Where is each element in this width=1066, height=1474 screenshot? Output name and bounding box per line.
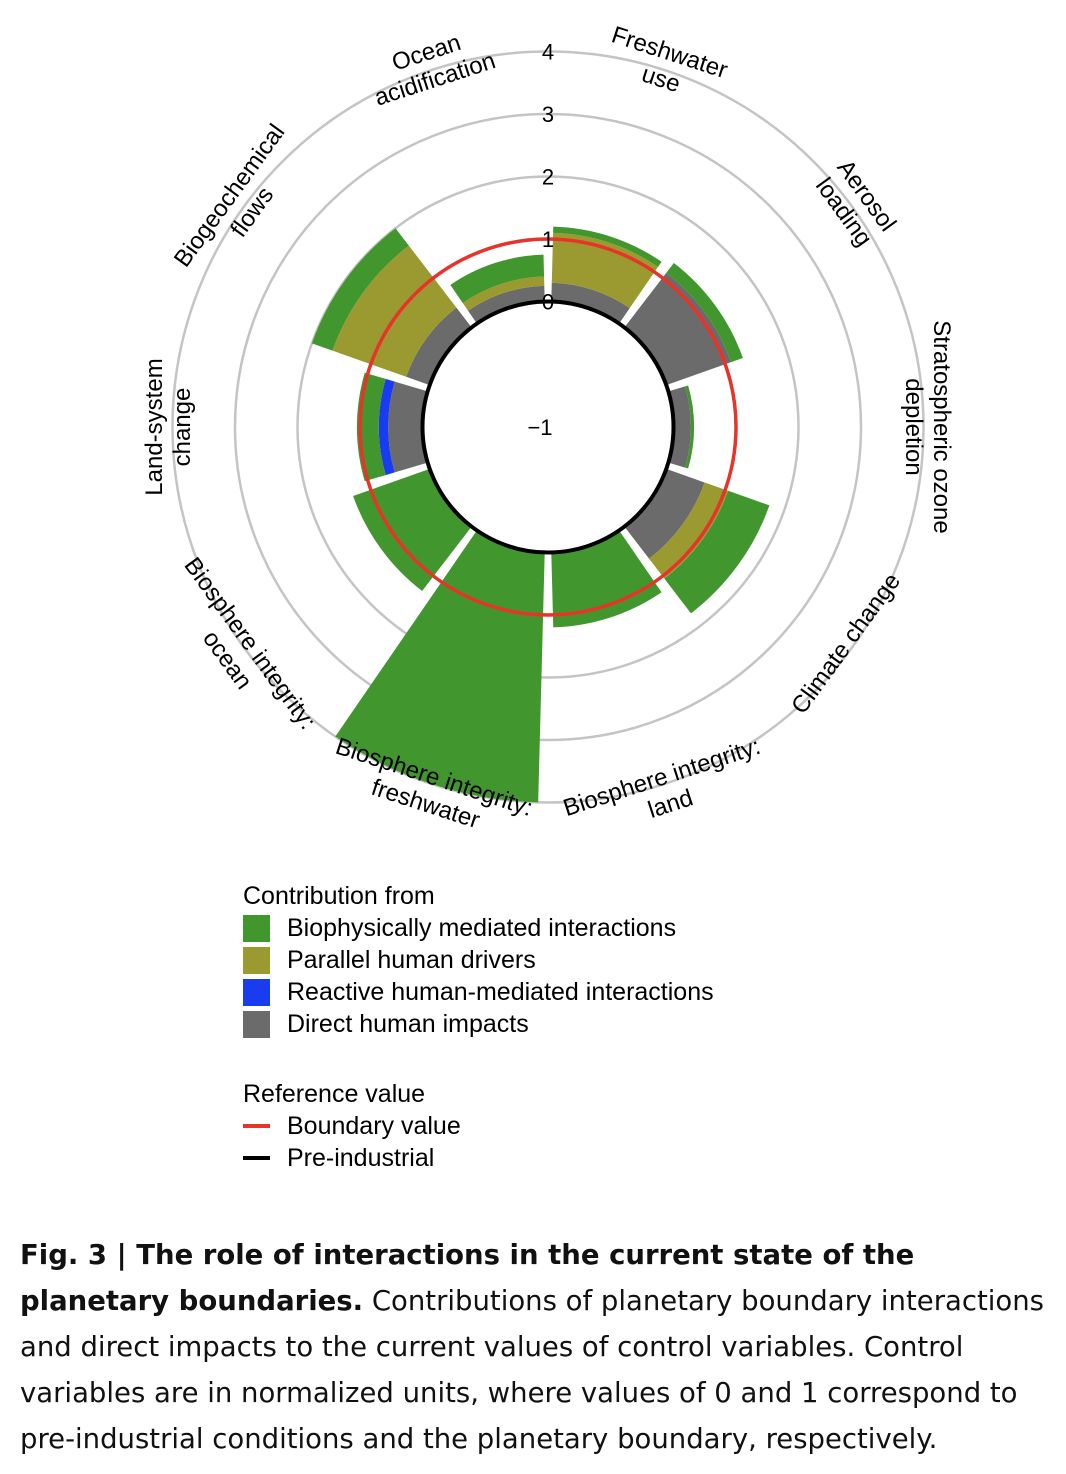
bar-segment — [335, 530, 545, 803]
bar-segment — [624, 468, 705, 559]
legend-label: Biophysically mediated interactions — [287, 914, 677, 942]
grid-ring — [171, 50, 925, 804]
reference-legend: Reference value Boundary value Pre-indust… — [243, 1078, 461, 1174]
legend-line-swatch — [243, 1156, 270, 1160]
category-label-line: change — [169, 388, 196, 467]
bar-segment — [668, 386, 691, 468]
legend-item: Pre-industrial — [243, 1142, 461, 1174]
bar-segment — [388, 381, 428, 473]
legend-item: Biophysically mediated interactions — [243, 912, 714, 944]
bar-segment — [553, 226, 662, 267]
legend-label: Boundary value — [287, 1112, 461, 1140]
legend-swatch — [243, 946, 270, 974]
radial-tick-labels: −1 0 1 2 3 4 — [527, 40, 554, 441]
category-label-line: Stratospheric ozone — [928, 320, 955, 533]
bar-segment — [332, 245, 457, 377]
category-label: Biosphere integrity:ocean — [156, 553, 321, 752]
legend-swatch — [243, 978, 270, 1006]
figure-caption: Fig. 3 | The role of interactions in the… — [20, 1232, 1055, 1462]
legend-label: Reactive human-mediated interactions — [287, 978, 714, 1006]
bar-segment — [664, 490, 770, 614]
bar-segment — [685, 385, 695, 469]
legend-label: Direct human impacts — [287, 1010, 529, 1038]
bar-segment — [468, 285, 545, 324]
pre-industrial-circle — [420, 299, 676, 555]
caption-title: Fig. 3 | The role of interactions in the… — [20, 1239, 915, 1317]
bar-segment — [551, 530, 662, 628]
reference-circles — [358, 237, 738, 617]
bars — [311, 226, 770, 803]
bar-segment — [551, 282, 630, 324]
bar-segment — [353, 468, 472, 592]
legend-label: Parallel human drivers — [287, 946, 536, 974]
legend-item: Boundary value — [243, 1110, 461, 1142]
category-label: Biosphere integrity:land — [560, 733, 772, 849]
radial-tick-label: −1 — [527, 415, 552, 440]
radial-tick-label: 0 — [542, 290, 554, 315]
category-label-line: Climate change — [786, 568, 906, 719]
category-label: Land-systemchange — [141, 358, 196, 495]
bar-segment — [462, 276, 545, 311]
category-label: Biogeochemicalflows — [169, 119, 313, 288]
radial-tick-label: 1 — [542, 227, 554, 252]
radial-tick-label: 3 — [542, 102, 554, 127]
caption-text: Contributions of planetary boundary inte… — [20, 1285, 1044, 1455]
bar-segment — [406, 307, 472, 386]
bar-segment — [551, 232, 659, 309]
grid-ring — [296, 175, 800, 679]
legend-title: Reference value — [243, 1080, 426, 1108]
legend-label: Pre-industrial — [287, 1144, 435, 1172]
category-label: Freshwateruse — [600, 21, 731, 110]
legend-title: Contribution from — [243, 882, 435, 910]
bar-segment — [649, 482, 729, 579]
category-label: Climate change — [786, 568, 906, 719]
legend-item: Reactive human-mediated interactions — [243, 976, 714, 1008]
category-label-line: depletion — [900, 378, 927, 475]
legend-swatch — [243, 1010, 270, 1038]
radial-tick-label: 2 — [542, 165, 554, 190]
bar-segment — [666, 262, 743, 363]
category-label-line: Land-system — [141, 358, 168, 495]
bar-segment — [356, 372, 386, 482]
contribution-legend: Contribution from Biophysically mediated… — [243, 880, 714, 1040]
grid-ring — [233, 112, 863, 742]
bar-segment — [624, 272, 732, 386]
legend-swatch — [243, 914, 270, 942]
radial-tick-label: 4 — [542, 40, 554, 65]
legend-item: Direct human impacts — [243, 1008, 714, 1040]
legend-line-swatch — [243, 1124, 270, 1128]
legend-item: Parallel human drivers — [243, 944, 714, 976]
bar-segment — [450, 254, 545, 303]
category-label: Oceanacidification — [363, 21, 499, 112]
bar-segment — [378, 378, 395, 476]
bar-segment — [311, 228, 409, 351]
boundary-circle — [358, 237, 738, 617]
category-label: Stratospheric ozonedepletion — [900, 320, 955, 533]
